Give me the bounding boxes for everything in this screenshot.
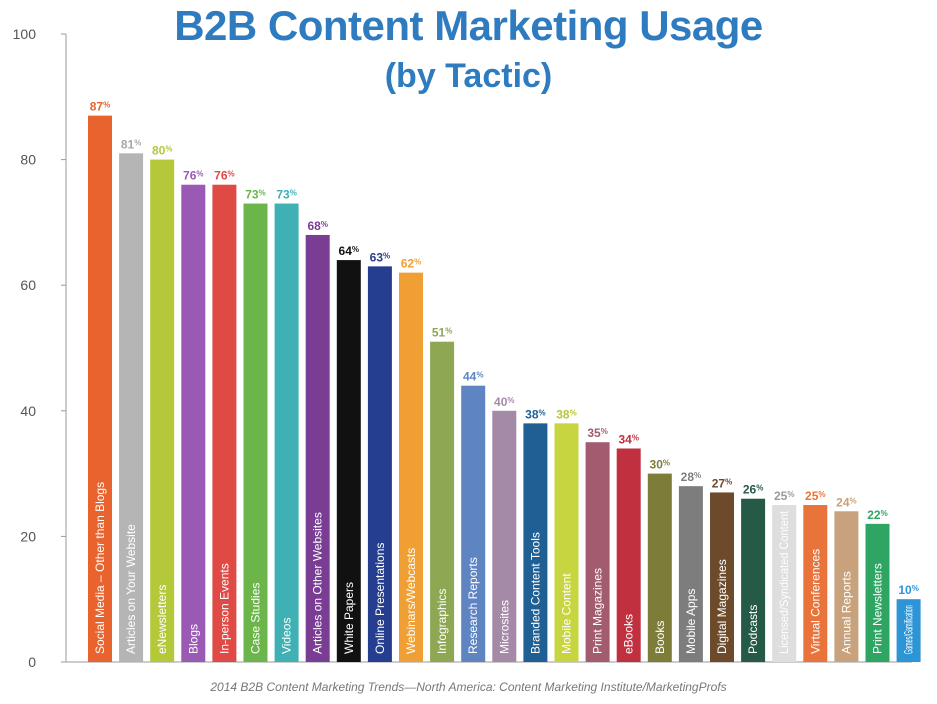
bar-category-label: Research Reports <box>466 557 480 654</box>
bar-category-label: White Papers <box>342 582 356 654</box>
bar-value-label: 10% <box>898 583 918 597</box>
bar-value-label: 80% <box>152 144 172 158</box>
bars: 87% Social Media – Other than Blogs 81% Art… <box>88 100 921 662</box>
chart-subtitle: (by Tactic) <box>384 57 553 95</box>
bar-category-label: Webinars/Webcasts <box>404 548 418 654</box>
bar-value-label: 81% <box>121 137 141 151</box>
bar-category-label: Microsites <box>497 600 511 654</box>
y-tick-label: 40 <box>20 403 36 419</box>
bar <box>585 442 610 662</box>
bar <box>741 498 766 662</box>
bar-value-label: 27% <box>712 476 732 490</box>
bar-value-label: 28% <box>681 470 701 484</box>
bar <box>554 423 579 662</box>
bar-category-label: Videos <box>280 618 294 654</box>
bar-value-label: 38% <box>525 407 545 421</box>
bar <box>647 473 672 662</box>
bar-value-label: 73% <box>245 188 265 202</box>
bar-category-label: Blogs <box>186 624 200 654</box>
bar-category-label: Online Presentations <box>373 543 387 654</box>
bar-category-label: Annual Reports <box>839 571 853 654</box>
bar-value-label: 76% <box>214 169 234 183</box>
bar <box>678 486 703 662</box>
bar <box>896 599 921 662</box>
bar-category-label: eNewsletters <box>155 585 169 654</box>
bar-value-label: 35% <box>587 426 607 440</box>
bar-category-label: Digital Magazines <box>715 559 729 654</box>
bar <box>834 511 859 662</box>
bar-category-label: Social Media – Other than Blogs <box>93 482 107 654</box>
bar <box>305 234 330 662</box>
bar-category-label: Games/Gamification <box>902 605 916 654</box>
bar-category-label: Articles on Your Website <box>124 524 138 654</box>
bar <box>803 505 828 662</box>
bar <box>150 159 175 662</box>
bar-value-label: 68% <box>307 219 327 233</box>
bar-category-label: Print Newsletters <box>871 563 885 654</box>
bar <box>616 448 641 662</box>
bar <box>430 341 455 662</box>
bar-value-label: 64% <box>339 244 359 258</box>
bar <box>461 385 486 662</box>
y-axis-ticks: 0 20 40 60 80 100 <box>13 26 66 670</box>
bar-category-label: Infographics <box>435 589 449 654</box>
bar-value-label: 38% <box>556 407 576 421</box>
y-tick-label: 80 <box>20 152 36 168</box>
bar-value-label: 44% <box>463 370 483 384</box>
bar-category-label: Licensed/Syndicated Content <box>777 510 791 654</box>
bar <box>243 203 268 662</box>
bar-value-label: 40% <box>494 395 514 409</box>
bar-value-label: 63% <box>370 250 390 264</box>
y-tick-label: 60 <box>20 277 36 293</box>
bar <box>181 184 206 662</box>
bar <box>772 505 797 662</box>
bar-category-label: Virtual Conferences <box>808 549 822 654</box>
bar-value-label: 51% <box>432 326 452 340</box>
bar <box>119 153 144 662</box>
bar <box>88 115 112 662</box>
bar <box>212 184 237 662</box>
bar <box>367 266 392 662</box>
bar-category-label: Branded Content Tools <box>528 532 542 654</box>
bar-category-label: Print Magazines <box>591 568 605 654</box>
chart-title: B2B Content Marketing Usage <box>174 2 763 49</box>
bar-category-label: In-person Events <box>217 563 231 654</box>
bar-category-label: Articles on Other Websites <box>311 512 325 654</box>
bar <box>274 203 299 662</box>
bar-category-label: Mobile Content <box>560 573 574 654</box>
bar-value-label: 73% <box>276 188 296 202</box>
bar-value-label: 22% <box>867 508 887 522</box>
bar-category-label: Mobile Apps <box>684 589 698 654</box>
bar-category-label: Case Studies <box>249 583 263 654</box>
bar <box>865 523 890 662</box>
bar <box>523 423 548 662</box>
bar <box>399 272 423 662</box>
y-tick-label: 0 <box>28 654 36 670</box>
y-tick-label: 100 <box>13 26 37 42</box>
bar-category-label: eBooks <box>622 614 636 654</box>
bar-value-label: 24% <box>836 495 856 509</box>
bar-value-label: 25% <box>805 489 825 503</box>
bar-value-label: 34% <box>618 432 638 446</box>
bar-category-label: Podcasts <box>746 605 760 654</box>
source-note: 2014 B2B Content Marketing Trends—North … <box>210 680 727 694</box>
bar-value-label: 25% <box>774 489 794 503</box>
bar-value-label: 30% <box>650 458 670 472</box>
bar-value-label: 62% <box>401 257 421 271</box>
bar <box>336 260 361 662</box>
y-tick-label: 20 <box>20 528 36 544</box>
bar-value-label: 87% <box>90 100 110 114</box>
bar-value-label: 26% <box>743 483 763 497</box>
bar <box>710 492 734 662</box>
bar-category-label: Books <box>653 621 667 654</box>
bar-value-label: 76% <box>183 169 203 183</box>
bar <box>492 410 517 662</box>
